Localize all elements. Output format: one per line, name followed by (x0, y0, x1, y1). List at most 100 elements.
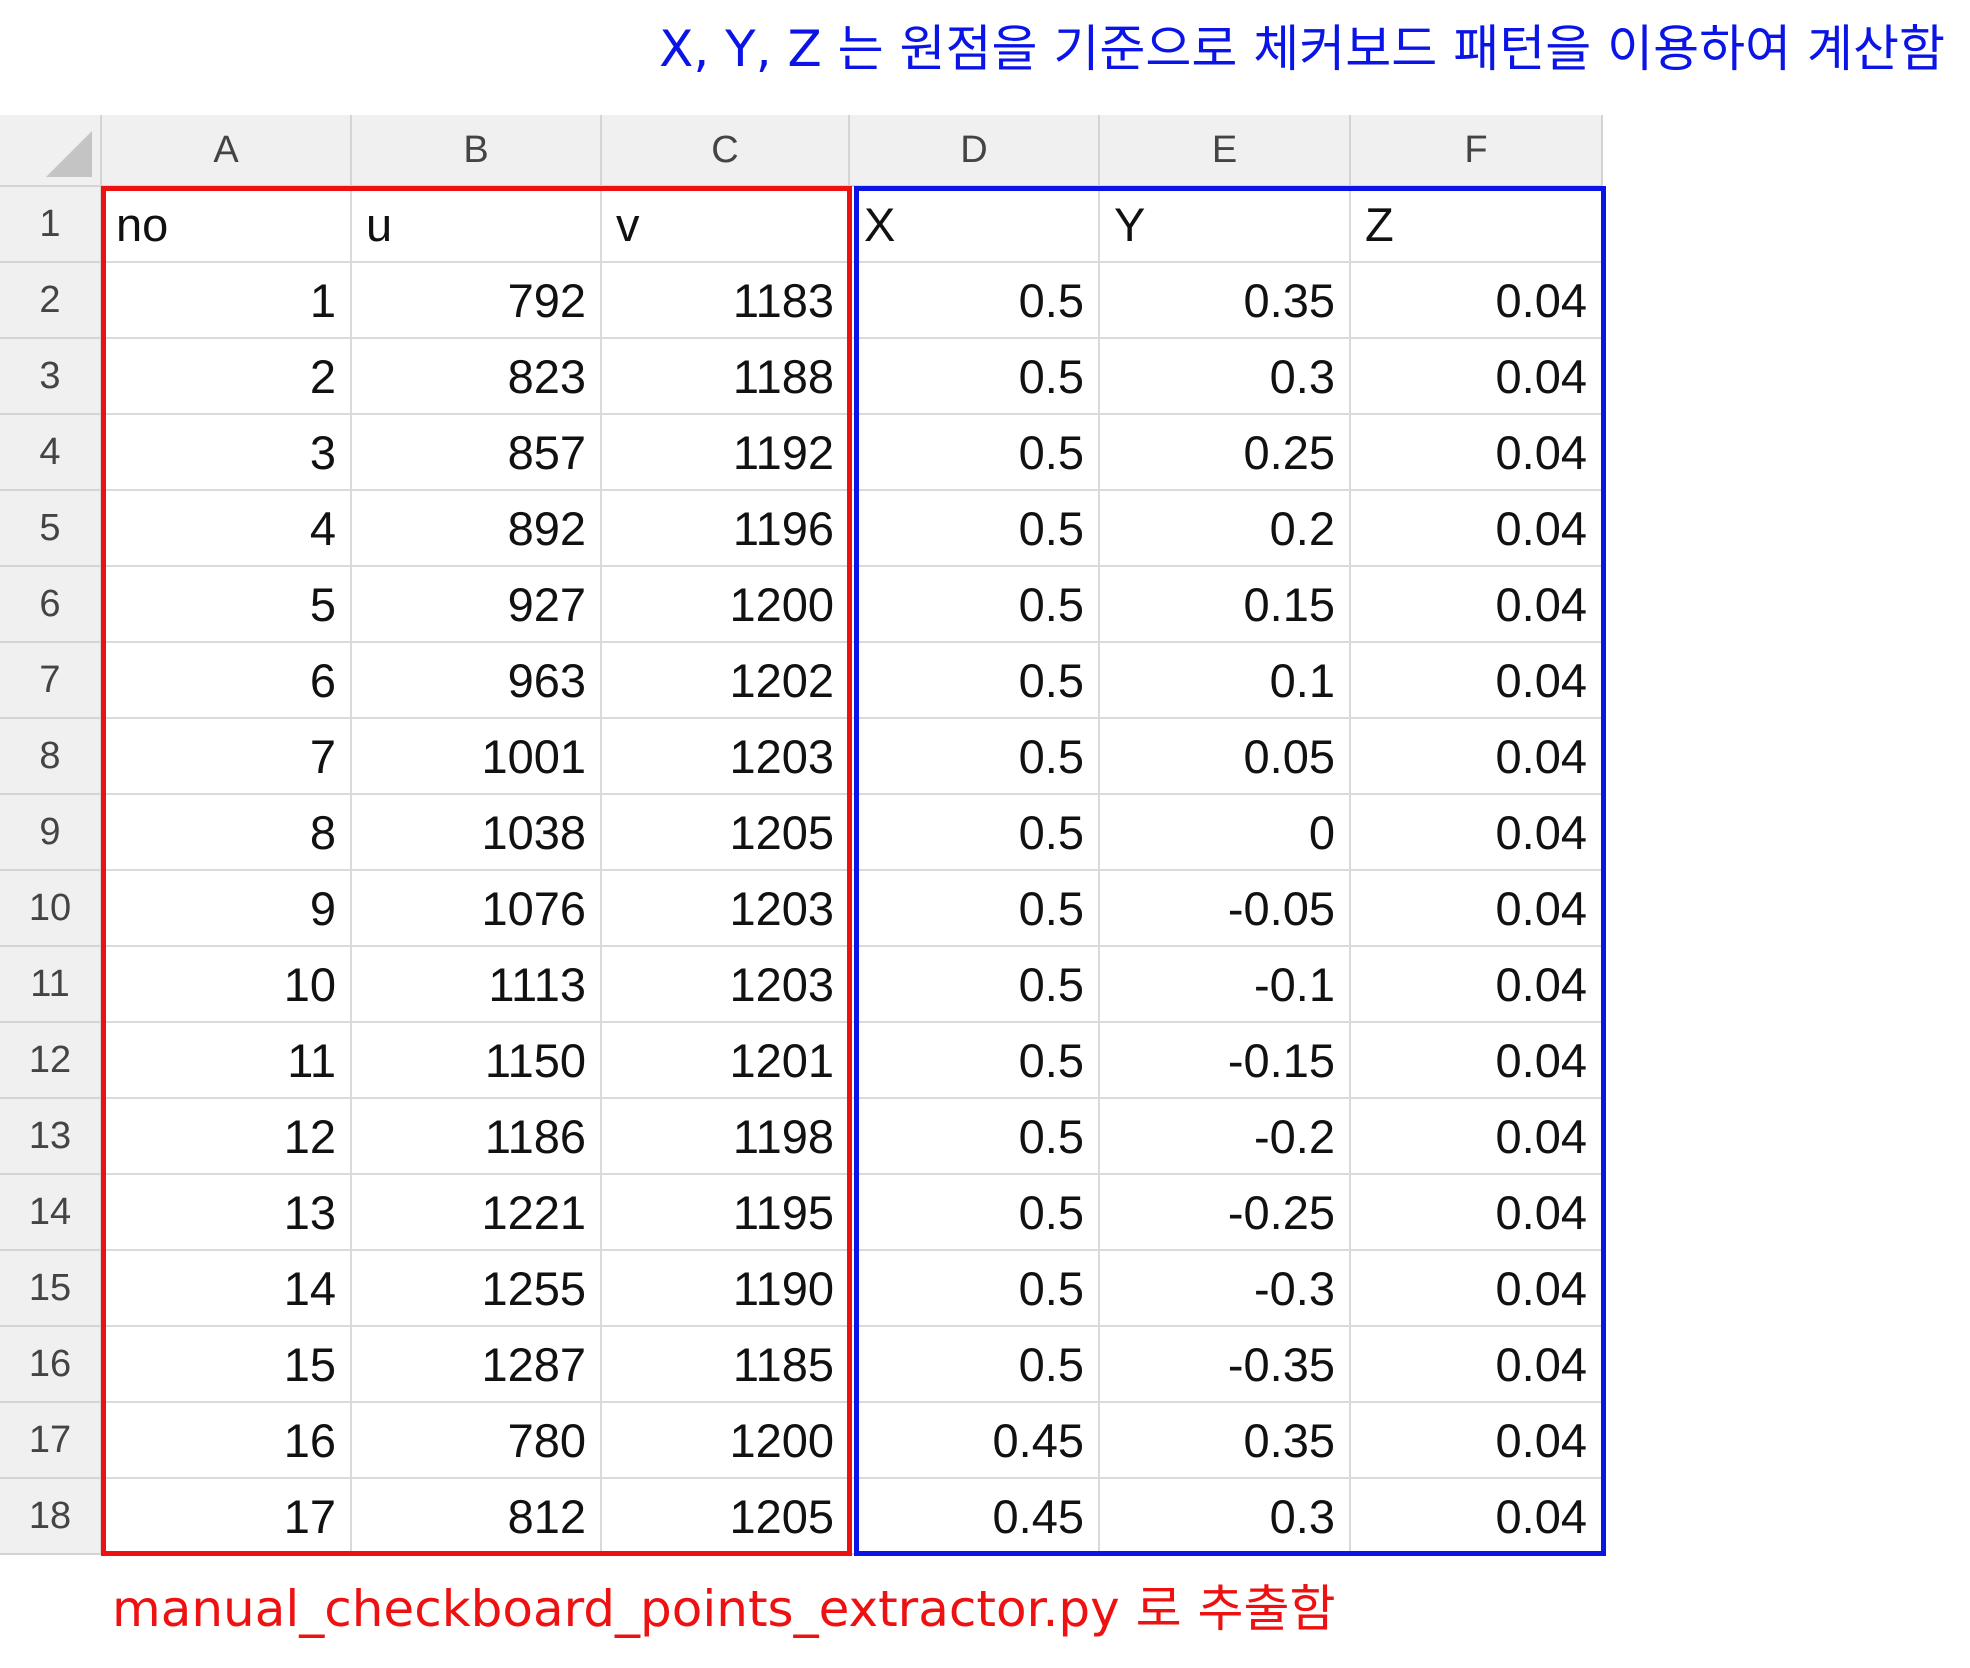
cell-a18[interactable]: 17 (102, 1479, 352, 1555)
row-header-15[interactable]: 15 (0, 1251, 102, 1327)
row-header-13[interactable]: 13 (0, 1099, 102, 1175)
cell-a6[interactable]: 5 (102, 567, 352, 643)
cell-d11[interactable]: 0.5 (850, 947, 1100, 1023)
header-cell-e1[interactable]: Y (1100, 187, 1351, 263)
header-cell-c1[interactable]: v (602, 187, 850, 263)
cell-e6[interactable]: 0.15 (1100, 567, 1351, 643)
cell-e4[interactable]: 0.25 (1100, 415, 1351, 491)
cell-d15[interactable]: 0.5 (850, 1251, 1100, 1327)
cell-d4[interactable]: 0.5 (850, 415, 1100, 491)
cell-f10[interactable]: 0.04 (1351, 871, 1603, 947)
cell-e15[interactable]: -0.3 (1100, 1251, 1351, 1327)
cell-c6[interactable]: 1200 (602, 567, 850, 643)
cell-f18[interactable]: 0.04 (1351, 1479, 1603, 1555)
cell-f13[interactable]: 0.04 (1351, 1099, 1603, 1175)
cell-c10[interactable]: 1203 (602, 871, 850, 947)
row-header-11[interactable]: 11 (0, 947, 102, 1023)
row-header-16[interactable]: 16 (0, 1327, 102, 1403)
cell-e18[interactable]: 0.3 (1100, 1479, 1351, 1555)
row-header-9[interactable]: 9 (0, 795, 102, 871)
cell-b6[interactable]: 927 (352, 567, 602, 643)
column-header-b[interactable]: B (352, 115, 602, 187)
cell-e17[interactable]: 0.35 (1100, 1403, 1351, 1479)
cell-d3[interactable]: 0.5 (850, 339, 1100, 415)
cell-a7[interactable]: 6 (102, 643, 352, 719)
cell-f9[interactable]: 0.04 (1351, 795, 1603, 871)
header-cell-d1[interactable]: X (850, 187, 1100, 263)
cell-a17[interactable]: 16 (102, 1403, 352, 1479)
cell-b9[interactable]: 1038 (352, 795, 602, 871)
row-header-8[interactable]: 8 (0, 719, 102, 795)
cell-d2[interactable]: 0.5 (850, 263, 1100, 339)
cell-f11[interactable]: 0.04 (1351, 947, 1603, 1023)
cell-f15[interactable]: 0.04 (1351, 1251, 1603, 1327)
cell-c2[interactable]: 1183 (602, 263, 850, 339)
cell-a5[interactable]: 4 (102, 491, 352, 567)
cell-f17[interactable]: 0.04 (1351, 1403, 1603, 1479)
cell-b11[interactable]: 1113 (352, 947, 602, 1023)
cell-f7[interactable]: 0.04 (1351, 643, 1603, 719)
cell-f6[interactable]: 0.04 (1351, 567, 1603, 643)
header-cell-b1[interactable]: u (352, 187, 602, 263)
cell-c13[interactable]: 1198 (602, 1099, 850, 1175)
row-header-3[interactable]: 3 (0, 339, 102, 415)
cell-b10[interactable]: 1076 (352, 871, 602, 947)
row-header-17[interactable]: 17 (0, 1403, 102, 1479)
cell-c11[interactable]: 1203 (602, 947, 850, 1023)
cell-b14[interactable]: 1221 (352, 1175, 602, 1251)
cell-d5[interactable]: 0.5 (850, 491, 1100, 567)
cell-e9[interactable]: 0 (1100, 795, 1351, 871)
cell-b17[interactable]: 780 (352, 1403, 602, 1479)
cell-c7[interactable]: 1202 (602, 643, 850, 719)
cell-a14[interactable]: 13 (102, 1175, 352, 1251)
cell-b3[interactable]: 823 (352, 339, 602, 415)
cell-d12[interactable]: 0.5 (850, 1023, 1100, 1099)
row-header-5[interactable]: 5 (0, 491, 102, 567)
cell-d18[interactable]: 0.45 (850, 1479, 1100, 1555)
cell-c8[interactable]: 1203 (602, 719, 850, 795)
cell-b4[interactable]: 857 (352, 415, 602, 491)
cell-c12[interactable]: 1201 (602, 1023, 850, 1099)
cell-b18[interactable]: 812 (352, 1479, 602, 1555)
cell-f5[interactable]: 0.04 (1351, 491, 1603, 567)
cell-e11[interactable]: -0.1 (1100, 947, 1351, 1023)
cell-a15[interactable]: 14 (102, 1251, 352, 1327)
cell-b13[interactable]: 1186 (352, 1099, 602, 1175)
column-header-d[interactable]: D (850, 115, 1100, 187)
cell-a12[interactable]: 11 (102, 1023, 352, 1099)
cell-a4[interactable]: 3 (102, 415, 352, 491)
cell-c9[interactable]: 1205 (602, 795, 850, 871)
row-header-2[interactable]: 2 (0, 263, 102, 339)
cell-d9[interactable]: 0.5 (850, 795, 1100, 871)
row-header-14[interactable]: 14 (0, 1175, 102, 1251)
cell-b16[interactable]: 1287 (352, 1327, 602, 1403)
row-header-1[interactable]: 1 (0, 187, 102, 263)
row-header-18[interactable]: 18 (0, 1479, 102, 1555)
cell-a13[interactable]: 12 (102, 1099, 352, 1175)
cell-b8[interactable]: 1001 (352, 719, 602, 795)
row-header-12[interactable]: 12 (0, 1023, 102, 1099)
cell-c15[interactable]: 1190 (602, 1251, 850, 1327)
cell-b15[interactable]: 1255 (352, 1251, 602, 1327)
cell-e16[interactable]: -0.35 (1100, 1327, 1351, 1403)
cell-a10[interactable]: 9 (102, 871, 352, 947)
header-cell-f1[interactable]: Z (1351, 187, 1603, 263)
cell-a9[interactable]: 8 (102, 795, 352, 871)
cell-b5[interactable]: 892 (352, 491, 602, 567)
cell-c17[interactable]: 1200 (602, 1403, 850, 1479)
cell-d14[interactable]: 0.5 (850, 1175, 1100, 1251)
column-header-e[interactable]: E (1100, 115, 1351, 187)
cell-d8[interactable]: 0.5 (850, 719, 1100, 795)
cell-c16[interactable]: 1185 (602, 1327, 850, 1403)
cell-b12[interactable]: 1150 (352, 1023, 602, 1099)
header-cell-a1[interactable]: no (102, 187, 352, 263)
cell-f14[interactable]: 0.04 (1351, 1175, 1603, 1251)
cell-f8[interactable]: 0.04 (1351, 719, 1603, 795)
cell-a16[interactable]: 15 (102, 1327, 352, 1403)
cell-e8[interactable]: 0.05 (1100, 719, 1351, 795)
cell-c18[interactable]: 1205 (602, 1479, 850, 1555)
cell-b7[interactable]: 963 (352, 643, 602, 719)
cell-a2[interactable]: 1 (102, 263, 352, 339)
cell-d10[interactable]: 0.5 (850, 871, 1100, 947)
cell-c5[interactable]: 1196 (602, 491, 850, 567)
